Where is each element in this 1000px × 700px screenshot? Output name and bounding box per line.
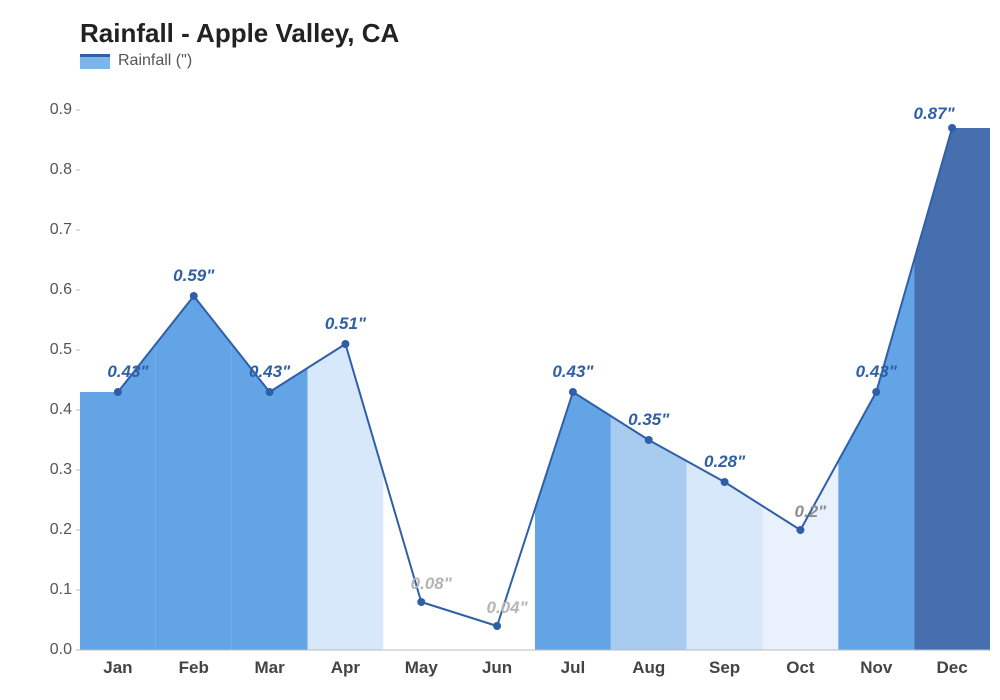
y-tick-label: 0.7 — [50, 221, 72, 239]
data-point-label: 0.43" — [552, 362, 593, 382]
y-tick-label: 0.0 — [50, 641, 72, 659]
area-column — [763, 461, 839, 650]
y-tick-label: 0.5 — [50, 341, 72, 359]
data-point-label: 0.35" — [628, 410, 669, 430]
x-tick-label: Feb — [179, 658, 209, 678]
chart-svg — [0, 0, 1000, 700]
x-tick-label: Dec — [936, 658, 967, 678]
x-tick-label: Jul — [561, 658, 586, 678]
series-marker — [796, 526, 804, 534]
x-tick-label: Jun — [482, 658, 512, 678]
x-tick-label: Sep — [709, 658, 740, 678]
area-column — [308, 344, 384, 650]
area-column — [611, 416, 687, 650]
series-marker — [341, 340, 349, 348]
data-point-label: 0.28" — [704, 452, 745, 472]
x-tick-label: Nov — [860, 658, 892, 678]
x-tick-label: Apr — [331, 658, 360, 678]
series-marker — [645, 436, 653, 444]
area-column — [838, 260, 914, 650]
y-tick-label: 0.4 — [50, 401, 72, 419]
series-marker — [872, 388, 880, 396]
series-marker — [569, 388, 577, 396]
y-tick-label: 0.6 — [50, 281, 72, 299]
data-point-label: 0.87" — [914, 104, 955, 124]
x-tick-label: Jan — [103, 658, 132, 678]
y-tick-label: 0.8 — [50, 161, 72, 179]
area-column — [687, 461, 763, 650]
x-tick-label: Oct — [786, 658, 814, 678]
data-point-label: 0.43" — [107, 362, 148, 382]
series-marker — [948, 124, 956, 132]
rainfall-chart-container: { "chart": { "type": "area", "title": "R… — [0, 0, 1000, 700]
x-tick-label: Aug — [632, 658, 665, 678]
series-marker — [114, 388, 122, 396]
x-tick-label: Mar — [254, 658, 284, 678]
area-column — [914, 128, 990, 650]
area-column — [383, 473, 459, 650]
series-marker — [721, 478, 729, 486]
y-tick-label: 0.9 — [50, 101, 72, 119]
y-tick-label: 0.3 — [50, 461, 72, 479]
data-point-label: 0.08" — [411, 574, 452, 594]
series-marker — [417, 598, 425, 606]
y-tick-label: 0.2 — [50, 521, 72, 539]
area-column — [535, 392, 611, 650]
data-point-label: 0.59" — [173, 266, 214, 286]
area-column — [156, 296, 232, 650]
x-tick-label: May — [405, 658, 438, 678]
data-point-label: 0.04" — [487, 598, 528, 618]
data-point-label: 0.43" — [249, 362, 290, 382]
series-marker — [266, 388, 274, 396]
series-marker — [493, 622, 501, 630]
data-point-label: 0.43" — [856, 362, 897, 382]
series-marker — [190, 292, 198, 300]
data-point-label: 0.2" — [795, 502, 827, 522]
y-tick-label: 0.1 — [50, 581, 72, 599]
data-point-label: 0.51" — [325, 314, 366, 334]
